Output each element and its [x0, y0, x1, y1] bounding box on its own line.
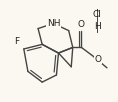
Text: O: O — [94, 55, 101, 64]
Text: H: H — [94, 22, 101, 30]
Text: F: F — [15, 37, 20, 46]
Text: O: O — [78, 21, 85, 29]
Text: Cl: Cl — [93, 10, 102, 19]
Text: NH: NH — [47, 19, 60, 28]
